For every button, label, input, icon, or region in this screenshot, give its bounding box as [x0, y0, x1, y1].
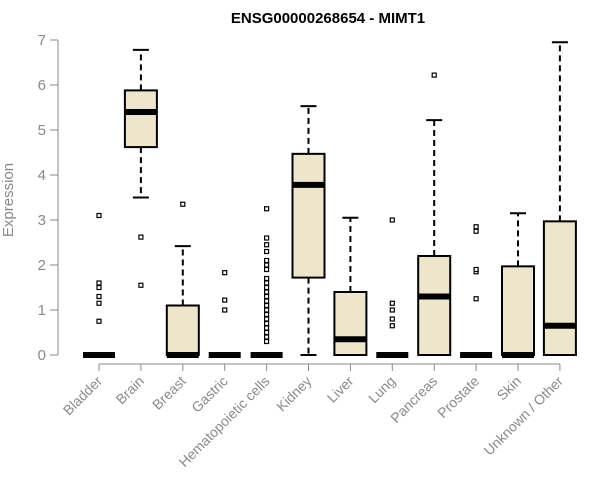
box-group	[165, 201, 200, 358]
outlier-point	[96, 318, 102, 324]
outlier-point	[264, 298, 270, 304]
outlier-point	[96, 284, 102, 291]
outlier-point	[264, 284, 270, 291]
outlier-point	[264, 320, 270, 327]
x-tick-label: Prostate	[434, 373, 482, 421]
box-iqr	[417, 255, 452, 356]
box-iqr	[501, 265, 535, 357]
box-iqr	[165, 304, 200, 356]
outlier-point	[96, 293, 102, 300]
outlier-point	[264, 334, 270, 340]
y-tick-label: 2	[38, 257, 46, 274]
box-iqr	[542, 220, 577, 356]
outlier-point	[264, 262, 270, 268]
outlier-point	[96, 212, 102, 219]
outlier-point	[389, 316, 395, 322]
box-group	[291, 105, 326, 356]
outlier-point	[264, 280, 270, 286]
box-iqr	[333, 291, 368, 356]
outlier-point	[389, 217, 395, 223]
outlier-point	[222, 297, 228, 303]
x-tick-label: Bladder	[60, 373, 106, 419]
outlier-point	[264, 266, 270, 273]
outlier-point	[138, 282, 144, 288]
outlier-point	[96, 280, 102, 286]
x-tick-label: Skin	[494, 373, 525, 404]
box-group	[460, 224, 493, 358]
outlier-point	[264, 257, 270, 264]
outlier-point	[389, 307, 395, 313]
y-tick-label: 6	[38, 77, 46, 94]
outlier-point	[138, 234, 144, 240]
outlier-point	[431, 72, 437, 78]
outlier-point	[264, 248, 270, 255]
outlier-point	[264, 302, 270, 309]
box-group	[333, 216, 368, 356]
outlier-point	[473, 266, 479, 273]
y-tick-label: 3	[38, 212, 46, 229]
outlier-point	[222, 270, 228, 276]
outlier-point	[264, 275, 270, 282]
outlier-point	[473, 224, 479, 230]
outlier-point	[473, 296, 479, 302]
outlier-point	[264, 338, 270, 345]
y-tick-label: 1	[38, 302, 46, 319]
outlier-point	[264, 325, 270, 331]
outlier-point	[96, 300, 102, 306]
box-group	[208, 270, 241, 358]
y-tick-label: 4	[38, 167, 46, 184]
outlier-point	[180, 201, 186, 207]
box-group	[83, 212, 115, 358]
y-tick-label: 5	[38, 122, 46, 139]
y-tick-label: 0	[38, 347, 46, 364]
box-group	[123, 48, 158, 288]
x-tick-label: Lung	[365, 373, 398, 406]
outlier-point	[473, 228, 479, 234]
box-group	[501, 212, 535, 358]
outlier-point	[264, 206, 270, 212]
outlier-point	[222, 307, 228, 313]
x-tick-label: Liver	[324, 373, 357, 406]
box-group	[417, 72, 452, 356]
box-group	[376, 217, 409, 358]
box-group	[250, 206, 283, 358]
outlier-point	[264, 293, 270, 300]
outlier-point	[264, 242, 270, 248]
plot-area	[83, 41, 577, 358]
outlier-point	[264, 289, 270, 295]
x-tick-label: Kidney	[273, 373, 315, 415]
outlier-point	[389, 300, 395, 306]
box-iqr	[291, 152, 326, 279]
y-tick-label: 7	[38, 32, 46, 49]
chart-title: ENSG00000268654 - MIMT1	[231, 10, 425, 27]
outlier-point	[389, 323, 395, 329]
x-tick-label: Pancreas	[387, 373, 440, 426]
box-group	[542, 41, 577, 356]
outlier-point	[264, 311, 270, 318]
outlier-point	[264, 316, 270, 322]
x-tick-label: Breast	[149, 373, 189, 413]
x-tick-label: Unknown / Other	[480, 373, 566, 459]
box-iqr	[123, 89, 158, 149]
y-axis-label: Expression	[0, 163, 17, 237]
outlier-point	[264, 329, 270, 336]
x-tick-label: Brain	[113, 373, 147, 407]
outlier-point	[264, 307, 270, 313]
outlier-point	[264, 235, 270, 241]
